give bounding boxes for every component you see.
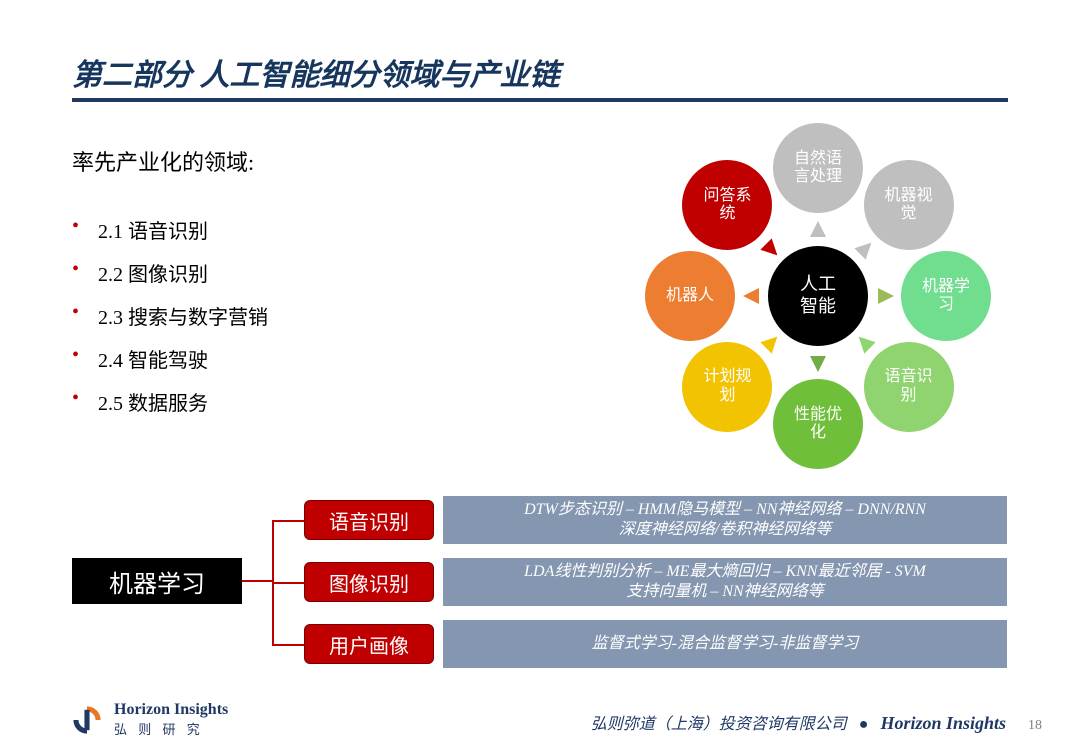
radial-arrow xyxy=(741,285,763,307)
logo-text-wrap: Horizon Insights 弘 则 研 究 xyxy=(114,701,228,738)
radial-center: 人工 智能 xyxy=(768,246,868,346)
tree-desc: 监督式学习-混合监督学习-非监督学习 xyxy=(442,619,1008,669)
radial-node: 自然语 言处理 xyxy=(773,123,863,213)
radial-node: 语音识 别 xyxy=(864,342,954,432)
title-area: 第二部分 人工智能细分领域与产业链 xyxy=(72,50,560,94)
radial-node: 机器人 xyxy=(645,251,735,341)
tree-root: 机器学习 xyxy=(72,558,242,604)
radial-node: 性能优 化 xyxy=(773,379,863,469)
connector xyxy=(272,520,304,522)
footer-dot: ● xyxy=(859,716,869,733)
tree-branch: 图像识别 xyxy=(304,562,434,602)
logo: Horizon Insights 弘 则 研 究 xyxy=(70,701,228,738)
footer: Horizon Insights 弘 则 研 究 弘则弥道（上海）投资咨询有限公… xyxy=(0,702,1080,748)
lead-text: 率先产业化的领域: xyxy=(72,145,492,177)
radial-node: 机器视 觉 xyxy=(864,160,954,250)
radial-node: 问答系 统 xyxy=(682,160,772,250)
footer-brand: Horizon Insights xyxy=(880,713,1006,733)
bullet-list: 2.1 语音识别 2.2 图像识别 2.3 搜索与数字营销 2.4 智能驾驶 2.5 数… xyxy=(72,215,492,416)
bullet-item: 2.2 图像识别 xyxy=(72,258,492,287)
radial-arrow xyxy=(807,352,829,374)
slide-title: 第二部分 人工智能细分领域与产业链 xyxy=(72,50,560,94)
radial-node: 计划规 划 xyxy=(682,342,772,432)
tree-desc: LDA线性判别分析 – ME最大熵回归 – KNN最近邻居 - SVM 支持向量… xyxy=(442,557,1008,607)
footer-company: 弘则弥道（上海）投资咨询有限公司 xyxy=(591,716,847,733)
page-number: 18 xyxy=(1028,718,1042,733)
tree-diagram: 机器学习 语音识别DTW步态识别 – HMM隐马模型 – NN神经网络 – DNN… xyxy=(72,496,1008,686)
radial-arrow xyxy=(849,233,880,264)
connector xyxy=(242,580,272,582)
tree-branch: 用户画像 xyxy=(304,624,434,664)
radial-arrow xyxy=(755,327,786,358)
tree-branch: 语音识别 xyxy=(304,500,434,540)
radial-diagram: 人工 智能 自然语 言处理机器视 觉机器学 习语音识 别性能优 化计划规 划机器人… xyxy=(560,118,1020,478)
left-column: 率先产业化的领域: 2.1 语音识别 2.2 图像识别 2.3 搜索与数字营销 2.4… xyxy=(72,145,492,430)
radial-arrow xyxy=(849,327,880,358)
bullet-item: 2.5 数据服务 xyxy=(72,387,492,416)
radial-arrow xyxy=(807,219,829,241)
logo-brand-en: Horizon Insights xyxy=(114,701,228,718)
logo-icon xyxy=(70,703,104,737)
logo-brand-cn: 弘 则 研 究 xyxy=(114,719,228,738)
bullet-item: 2.3 搜索与数字营销 xyxy=(72,301,492,330)
title-rule xyxy=(72,98,1008,102)
slide: 第二部分 人工智能细分领域与产业链 率先产业化的领域: 2.1 语音识别 2.2 … xyxy=(0,0,1080,748)
radial-arrow xyxy=(874,285,896,307)
bullet-item: 2.4 智能驾驶 xyxy=(72,344,492,373)
footer-right: 弘则弥道（上海）投资咨询有限公司 ● Horizon Insights 18 xyxy=(591,710,1042,734)
connector xyxy=(272,582,304,584)
tree-desc: DTW步态识别 – HMM隐马模型 – NN神经网络 – DNN/RNN 深度神… xyxy=(442,495,1008,545)
radial-node: 机器学 习 xyxy=(901,251,991,341)
connector xyxy=(272,644,304,646)
bullet-item: 2.1 语音识别 xyxy=(72,215,492,244)
